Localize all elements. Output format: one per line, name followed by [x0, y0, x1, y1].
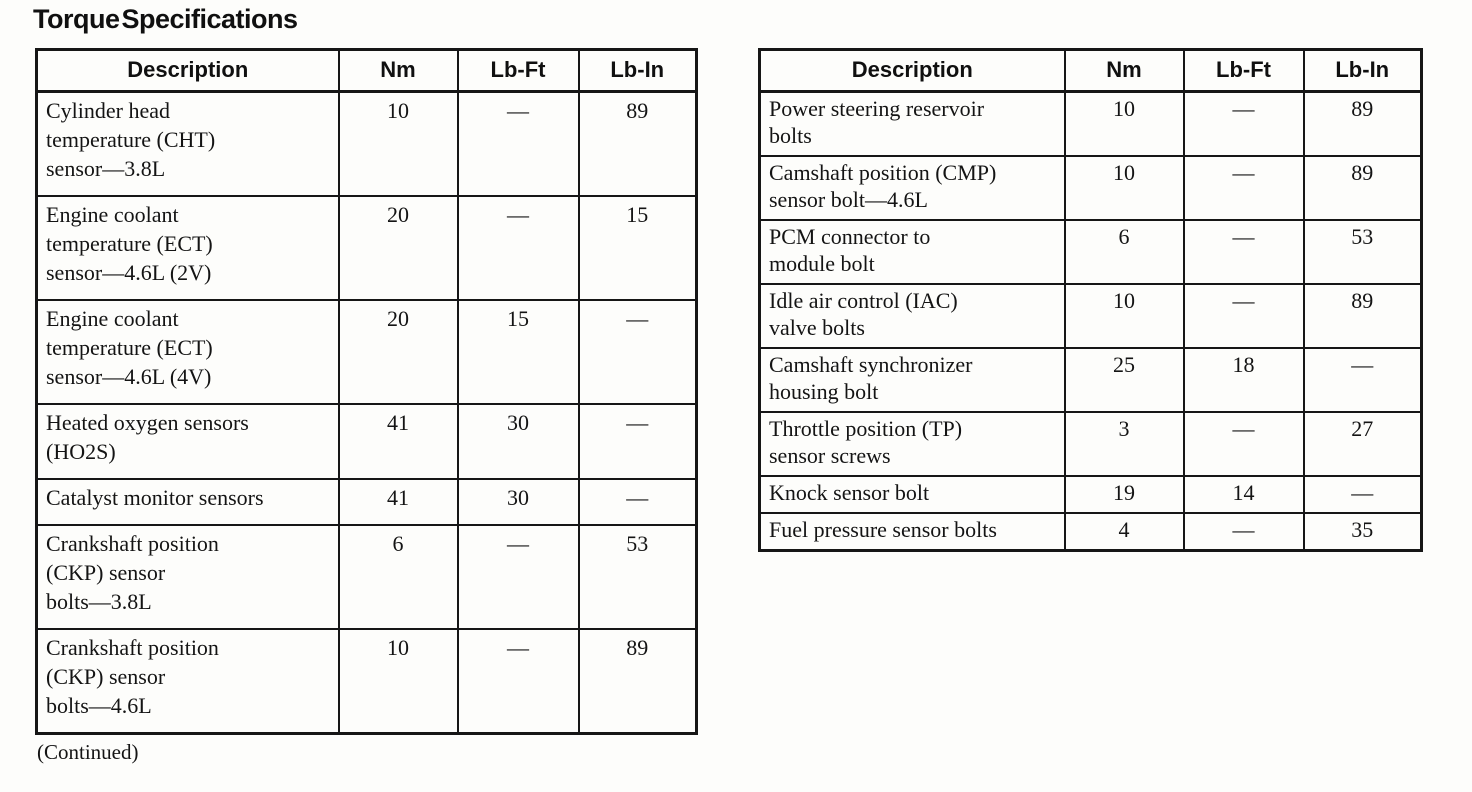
- column-header-lb-ft: Lb-Ft: [1182, 48, 1305, 93]
- desc-cell: PCM connector to module bolt: [758, 219, 1066, 285]
- column-header-description: Description: [758, 48, 1066, 93]
- column-header-nm: Nm: [337, 48, 459, 93]
- lb-in-cell: 15: [577, 195, 698, 301]
- table-row: Engine coolant temperature (ECT) sensor—…: [35, 195, 698, 301]
- desc-cell: Camshaft position (CMP) sensor bolt—4.6L: [758, 155, 1066, 221]
- desc-cell: Engine coolant temperature (ECT) sensor—…: [35, 299, 340, 405]
- desc-cell: Fuel pressure sensor bolts: [758, 512, 1066, 552]
- header-row: Description Nm Lb-Ft Lb-In: [758, 48, 1423, 93]
- nm-cell: 6: [337, 524, 459, 630]
- table-row: Catalyst monitor sensors 41 30—: [35, 478, 698, 526]
- page-title: Torque Specifications: [33, 4, 298, 34]
- lb-ft-cell: —: [456, 524, 580, 630]
- lb-ft-cell: —: [1182, 90, 1305, 157]
- nm-cell: 6: [1063, 219, 1185, 285]
- table-row: Camshaft synchronizer housing bolt 25 18—: [758, 347, 1423, 413]
- lb-ft-cell: —: [456, 195, 580, 301]
- table-row: Crankshaft position (CKP) sensor bolts—4…: [35, 628, 698, 735]
- desc-cell: Idle air control (IAC) valve bolts: [758, 283, 1066, 349]
- torque-table-left-section: Description Nm Lb-Ft Lb-In Cylinder head te…: [35, 48, 698, 765]
- table-row: Engine coolant temperature (ECT) sensor—…: [35, 299, 698, 405]
- lb-in-cell: —: [1302, 475, 1423, 514]
- nm-cell: 10: [1063, 90, 1185, 157]
- desc-cell: Knock sensor bolt: [758, 475, 1066, 514]
- nm-cell: 41: [337, 478, 459, 526]
- lb-ft-cell: —: [1182, 512, 1305, 552]
- lb-ft-cell: —: [1182, 219, 1305, 285]
- lb-in-cell: —: [1302, 347, 1423, 413]
- lb-in-cell: 53: [577, 524, 698, 630]
- desc-cell: Crankshaft position (CKP) sensor bolts—3…: [35, 524, 340, 630]
- desc-cell: Throttle position (TP) sensor screws: [758, 411, 1066, 477]
- table-row: Heated oxygen sensors (HO2S) 41 30—: [35, 403, 698, 480]
- nm-cell: 4: [1063, 512, 1185, 552]
- lb-in-cell: —: [577, 403, 698, 480]
- desc-cell: Catalyst monitor sensors: [35, 478, 340, 526]
- lb-ft-cell: —: [1182, 283, 1305, 349]
- desc-cell: Camshaft synchronizer housing bolt: [758, 347, 1066, 413]
- lb-in-cell: —: [577, 478, 698, 526]
- lb-in-cell: 53: [1302, 219, 1423, 285]
- header-row: Description Nm Lb-Ft Lb-In: [35, 48, 698, 93]
- table-row: Cylinder head temperature (CHT) sensor—3…: [35, 90, 698, 197]
- table-row: Knock sensor bolt 19 14—: [758, 475, 1423, 514]
- lb-in-cell: 89: [577, 628, 698, 735]
- lb-ft-cell: —: [456, 628, 580, 735]
- torque-table-right: Description Nm Lb-Ft Lb-In Power steering r…: [758, 48, 1423, 552]
- table-row: Camshaft position (CMP) sensor bolt—4.6L…: [758, 155, 1423, 221]
- table-row: Idle air control (IAC) valve bolts 10—89: [758, 283, 1423, 349]
- nm-cell: 20: [337, 299, 459, 405]
- lb-ft-cell: —: [456, 90, 580, 197]
- torque-table-right-section: Description Nm Lb-Ft Lb-In Power steering r…: [758, 48, 1423, 552]
- lb-in-cell: 89: [1302, 90, 1423, 157]
- nm-cell: 41: [337, 403, 459, 480]
- lb-in-cell: 35: [1302, 512, 1423, 552]
- lb-ft-cell: 30: [456, 403, 580, 480]
- nm-cell: 25: [1063, 347, 1185, 413]
- nm-cell: 20: [337, 195, 459, 301]
- lb-ft-cell: —: [1182, 155, 1305, 221]
- nm-cell: 10: [1063, 283, 1185, 349]
- lb-ft-cell: 30: [456, 478, 580, 526]
- lb-in-cell: 89: [1302, 155, 1423, 221]
- lb-in-cell: —: [577, 299, 698, 405]
- lb-in-cell: 89: [1302, 283, 1423, 349]
- column-header-description: Description: [35, 48, 340, 93]
- table-row: Throttle position (TP) sensor screws 3—27: [758, 411, 1423, 477]
- desc-cell: Power steering reservoir bolts: [758, 90, 1066, 157]
- nm-cell: 3: [1063, 411, 1185, 477]
- column-header-lb-in: Lb-In: [1302, 48, 1423, 93]
- continued-note: (Continued): [37, 740, 139, 764]
- lb-ft-cell: 18: [1182, 347, 1305, 413]
- desc-cell: Crankshaft position (CKP) sensor bolts—4…: [35, 628, 340, 735]
- table-row: Power steering reservoir bolts 10—89: [758, 90, 1423, 157]
- lb-ft-cell: 15: [456, 299, 580, 405]
- column-header-nm: Nm: [1063, 48, 1185, 93]
- table-row: PCM connector to module bolt 6—53: [758, 219, 1423, 285]
- lb-in-cell: 27: [1302, 411, 1423, 477]
- desc-cell: Engine coolant temperature (ECT) sensor—…: [35, 195, 340, 301]
- column-header-lb-in: Lb-In: [577, 48, 698, 93]
- nm-cell: 10: [1063, 155, 1185, 221]
- desc-cell: Cylinder head temperature (CHT) sensor—3…: [35, 90, 340, 197]
- table-row: Fuel pressure sensor bolts 4—35: [758, 512, 1423, 552]
- desc-cell: Heated oxygen sensors (HO2S): [35, 403, 340, 480]
- nm-cell: 10: [337, 90, 459, 197]
- lb-in-cell: 89: [577, 90, 698, 197]
- column-header-lb-ft: Lb-Ft: [456, 48, 580, 93]
- lb-ft-cell: 14: [1182, 475, 1305, 514]
- torque-table-left: Description Nm Lb-Ft Lb-In Cylinder head te…: [35, 48, 698, 735]
- table-row: Crankshaft position (CKP) sensor bolts—3…: [35, 524, 698, 630]
- lb-ft-cell: —: [1182, 411, 1305, 477]
- nm-cell: 19: [1063, 475, 1185, 514]
- nm-cell: 10: [337, 628, 459, 735]
